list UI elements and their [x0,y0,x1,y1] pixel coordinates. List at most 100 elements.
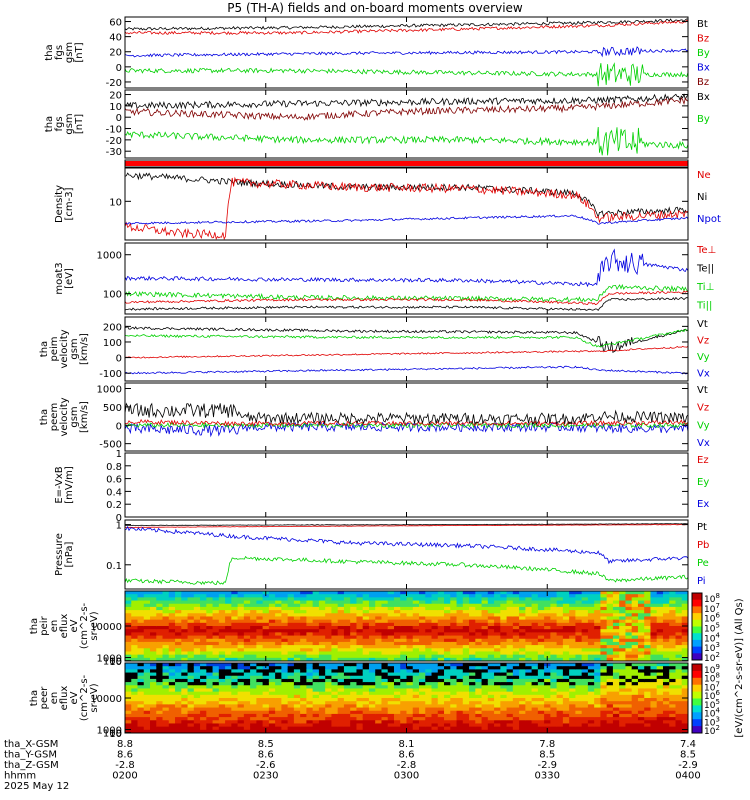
spectrogram-cell [494,710,501,715]
spectrogram-cell [150,669,157,674]
spectrogram-cell [368,641,376,646]
spectrogram-cell [368,645,376,649]
spectrogram-cell [162,613,170,618]
spectrogram-cell [156,710,164,715]
spectrogram-cell [594,688,602,693]
spectrogram-cell [275,710,282,715]
spectrogram-cell [612,654,620,659]
spectrogram-cell [581,654,589,659]
spectrogram-cell [575,678,583,683]
spectrogram-cell [650,672,658,677]
spectrogram-cell [494,594,501,598]
spectrogram-cell [431,682,439,686]
spectrogram-cell [525,707,533,712]
spectrogram-cell [462,626,470,630]
spectrogram-cell [193,694,201,699]
spectrogram-cell [669,701,677,705]
spectrogram-cell [662,729,670,733]
spectrogram-cell [494,622,501,627]
y-tick-label: -100 [99,369,122,380]
spectrogram-cell [275,675,282,680]
spectrogram-cell [343,663,351,667]
spectrogram-cell [337,720,345,725]
spectrogram-cell [262,616,270,621]
spectrogram-cell [156,641,164,646]
spectrogram-cell [544,603,551,608]
spectrogram-cell [637,729,645,733]
spectrogram-cell [500,657,508,661]
spectrogram-cell [181,622,189,627]
spectrogram-cell [681,720,688,725]
spectrogram-cell [125,651,132,656]
colorbar-segment [692,593,702,601]
spectrogram-cell [375,717,383,721]
spectrogram-cell [193,720,201,725]
spectrogram-cell [337,723,345,728]
spectrogram-cell [218,600,226,605]
spectrogram-cell [306,729,314,733]
spectrogram-cell [606,675,614,680]
spectrogram-cell [168,648,176,653]
spectrogram-cell [481,682,489,686]
spectrogram-cell [531,654,539,659]
spectrogram-cell [675,682,683,686]
spectrogram-cell [137,597,145,602]
spectrogram-cell [325,704,333,709]
spectrogram-cell [500,678,508,683]
colorbar-tick: 103 [704,715,720,728]
spectrogram-cell [362,632,370,637]
spectrogram-cell [237,641,245,646]
spectrogram-cell [218,597,226,602]
spectrogram-cell [525,726,533,731]
spectrogram-cell [644,726,652,731]
spectrogram-cell [175,669,182,674]
spectrogram-cell [431,597,439,602]
spectrogram-cell [562,610,570,614]
spectrogram-cell [612,688,620,693]
spectrogram-cell [337,594,345,598]
spectrogram-cell [168,672,176,677]
spectrogram-cell [300,641,308,646]
spectrogram-cell [356,678,364,683]
spectrogram-cell [393,688,401,693]
spectrogram-cell [594,635,602,640]
spectrogram-cell [387,651,395,656]
spectrogram-cell [368,723,376,728]
spectrogram-cell [512,610,520,614]
spectrogram-cell [225,606,232,611]
spectrogram-cell [400,654,408,659]
spectrogram-cell [181,594,189,598]
spectrogram-cell [312,682,320,686]
spectrogram-cell [143,669,151,674]
spectrogram-cell [400,672,408,677]
spectrogram-cell [137,610,145,614]
spectrogram-cell [387,685,395,690]
series-line-Pi [125,525,688,565]
spectrogram-cell [256,645,264,649]
spectrogram-cell [306,648,314,653]
spectrogram-cell [312,710,320,715]
spectrogram-cell [594,723,602,728]
spectrogram-cell [218,616,226,621]
spectrogram-cell [162,616,170,621]
spectrogram-cell [381,591,389,595]
spectrogram-cell [656,694,664,699]
spectrogram-cell [200,669,207,674]
spectrogram-cell [187,694,195,699]
spectrogram-cell [419,600,426,605]
spectrogram-cell [537,720,545,725]
spectrogram-cell [675,657,683,661]
y-axis-label: gsm [69,338,80,359]
spectrogram-cell [343,729,351,733]
spectrogram-cell [562,600,570,605]
spectrogram-cell [406,685,414,690]
spectrogram-cell [231,707,239,712]
spectrogram-cell [506,603,514,608]
spectrogram-cell [406,654,414,659]
spectrogram-cell [400,616,408,621]
spectrogram-cell [637,669,645,674]
spectrogram-cell [606,597,614,602]
spectrogram-cell [268,600,276,605]
spectrogram-cell [519,663,526,667]
spectrogram-cell [412,707,420,712]
